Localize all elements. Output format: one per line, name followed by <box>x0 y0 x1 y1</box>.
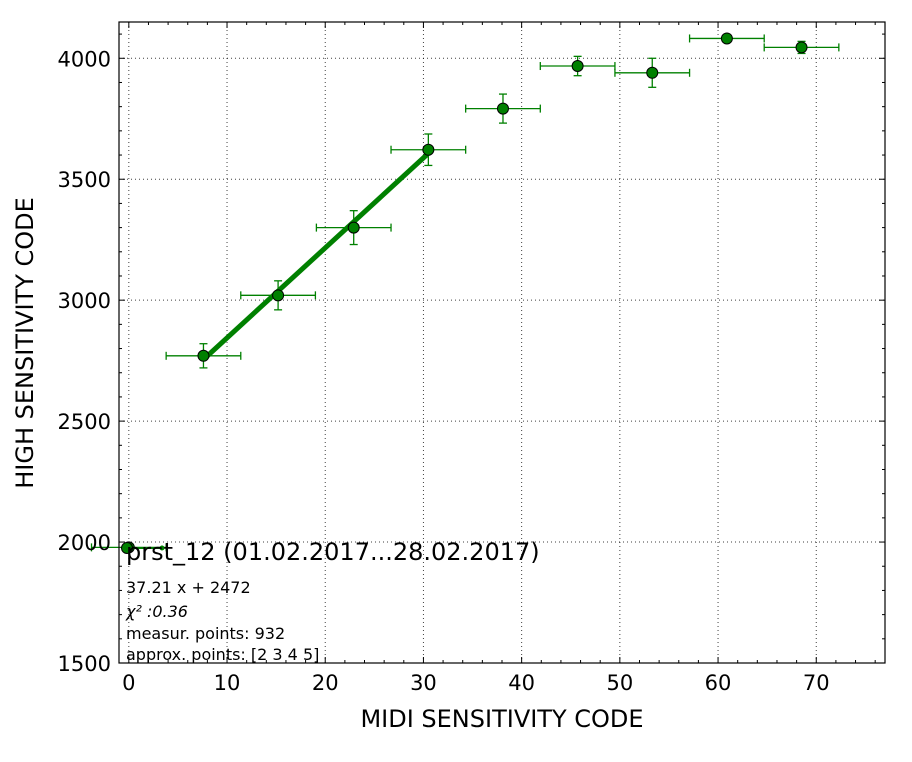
y-tick-label: 4000 <box>58 47 111 71</box>
legend-marker <box>121 542 133 554</box>
data-point <box>571 60 584 73</box>
y-axis-title: HIGH SENSITIVITY CODE <box>11 197 39 489</box>
data-point <box>720 32 733 45</box>
data-point <box>646 66 659 79</box>
y-tick-label: 2000 <box>58 531 111 555</box>
y-tick-label: 3000 <box>58 289 111 313</box>
y-tick-label: 2500 <box>58 410 111 434</box>
data-point <box>347 221 360 234</box>
y-tick-label: 3500 <box>58 168 111 192</box>
data-point <box>197 349 210 362</box>
x-tick-label: 60 <box>705 671 732 695</box>
measured-points: measur. points: 932 <box>126 624 285 643</box>
x-tick-label: 40 <box>508 671 535 695</box>
x-tick-label: 50 <box>606 671 633 695</box>
x-tick-labels: 0 10 20 30 40 50 60 70 <box>122 671 829 695</box>
data-point <box>496 102 509 115</box>
approx-points: approx. points: [2 3 4 5] <box>126 645 319 664</box>
fit-line <box>201 151 431 362</box>
fit-equation: 37.21 x + 2472 <box>126 578 251 597</box>
plot-background <box>119 22 885 663</box>
y-tick-labels: 1500 2000 2500 3000 3500 4000 <box>58 47 111 676</box>
grid <box>119 22 885 664</box>
data-layer <box>90 32 840 554</box>
annotation-block: 37.21 x + 2472 χ² :0.36 measur. points: … <box>125 578 319 664</box>
data-point <box>795 41 808 54</box>
x-tick-label: 20 <box>312 671 339 695</box>
legend-marker-end <box>159 545 165 551</box>
x-axis-title: MIDI SENSITIVITY CODE <box>360 705 643 733</box>
legend: prst_12 (01.02.2017...28.02.2017) <box>121 538 540 566</box>
y-tick-label: 1500 <box>58 652 111 676</box>
legend-label: prst_12 (01.02.2017...28.02.2017) <box>126 538 540 566</box>
data-point <box>272 289 285 302</box>
x-tick-label: 0 <box>122 671 135 695</box>
x-tick-label: 30 <box>410 671 437 695</box>
data-point <box>422 143 435 156</box>
plot-frame <box>118 21 886 664</box>
x-tick-label: 70 <box>803 671 830 695</box>
chi-square: χ² :0.36 <box>125 602 188 621</box>
fit-layer <box>201 151 431 362</box>
x-tick-label: 10 <box>214 671 241 695</box>
